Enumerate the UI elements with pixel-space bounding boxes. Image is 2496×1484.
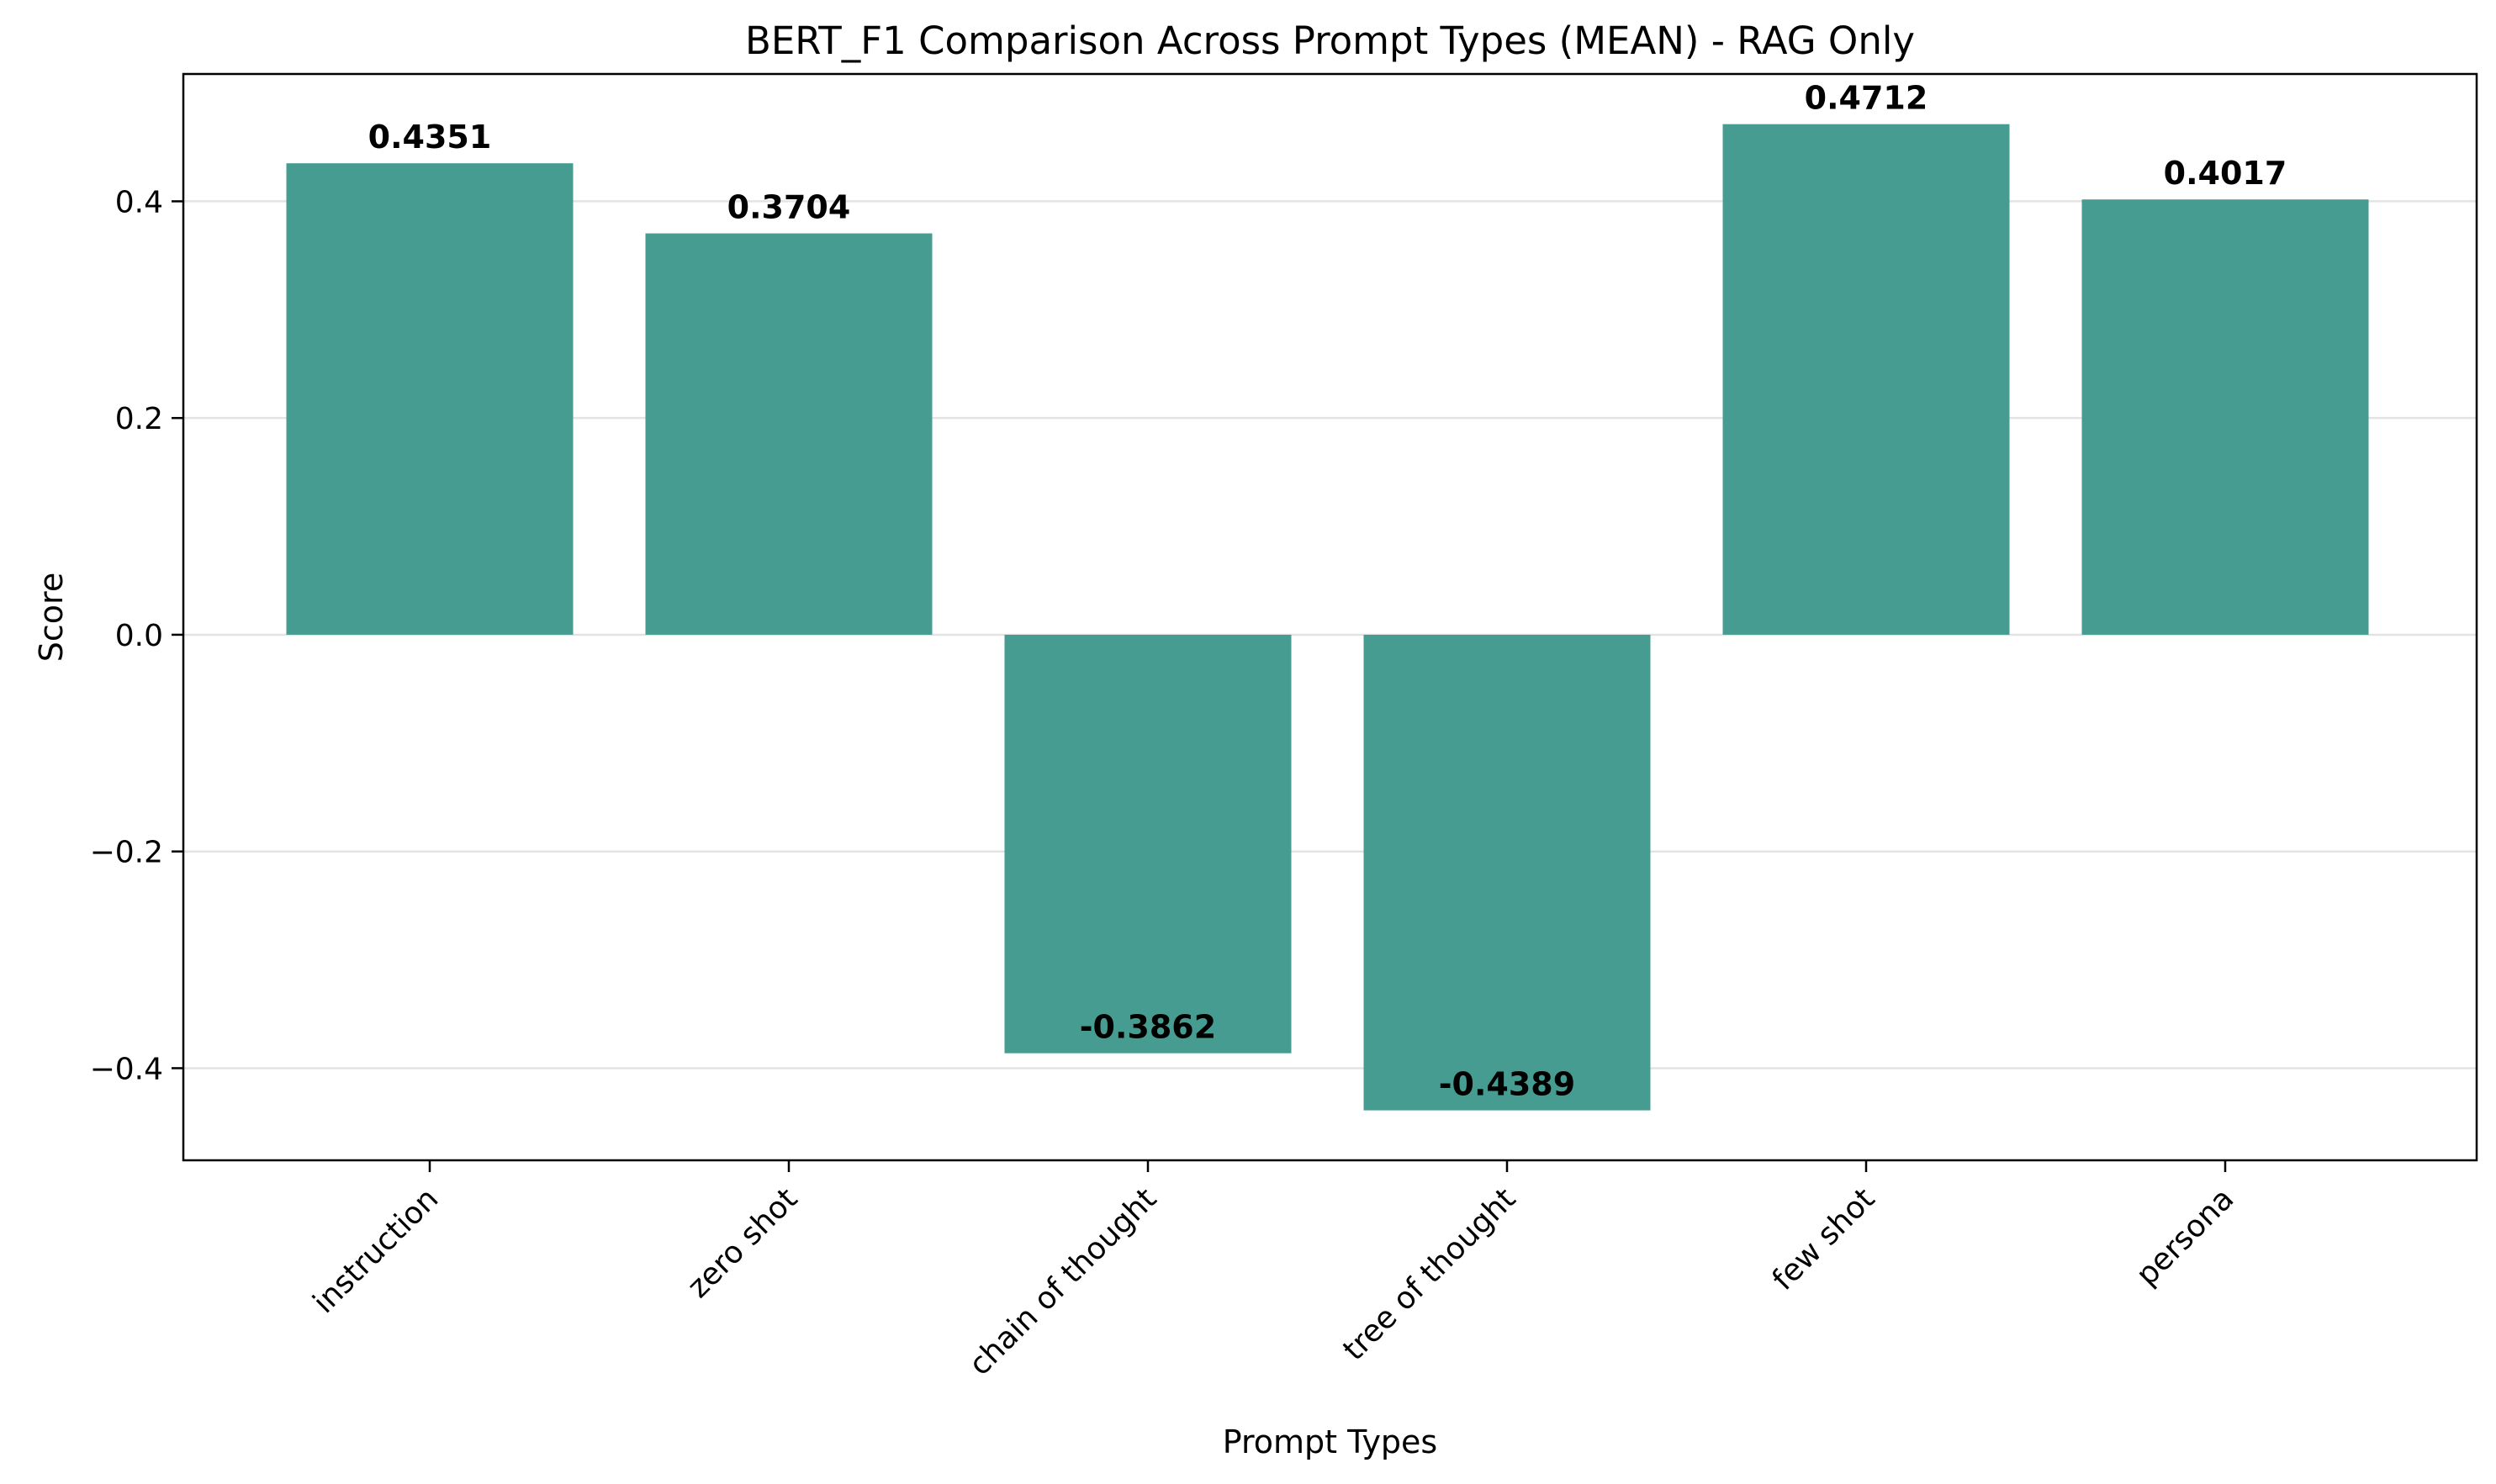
- bar: [1363, 634, 1651, 1111]
- bar: [2081, 199, 2369, 635]
- x-axis-title: Prompt Types: [1223, 1423, 1437, 1460]
- y-tick-label: −0.4: [90, 1052, 163, 1086]
- data-label: -0.3862: [1080, 1009, 1216, 1046]
- y-tick-label: 0.0: [115, 619, 163, 653]
- y-tick-label: −0.2: [90, 836, 163, 870]
- data-label: 0.4351: [368, 119, 492, 156]
- data-label: 0.4712: [1805, 80, 1928, 117]
- bars: [286, 124, 2369, 1111]
- data-label: 0.3704: [727, 189, 851, 226]
- y-axis-title: Score: [33, 573, 70, 662]
- data-label: -0.4389: [1439, 1066, 1575, 1103]
- bar: [286, 163, 574, 635]
- bar: [1004, 634, 1292, 1054]
- plot-frame: [182, 72, 2478, 1162]
- y-tick-label: 0.4: [115, 185, 163, 219]
- bar: [1722, 124, 2010, 635]
- y-tick-label: 0.2: [115, 402, 163, 436]
- data-label: 0.4017: [2164, 155, 2287, 192]
- bar: [645, 233, 933, 635]
- chart-title: BERT_F1 Comparison Across Prompt Types (…: [745, 18, 1915, 63]
- y-axis: −0.4 −0.2 0.0 0.2 0.4: [90, 185, 183, 1086]
- data-labels: 0.4351 0.3704 -0.3862 -0.4389 0.4712 0.4017: [368, 80, 2287, 1103]
